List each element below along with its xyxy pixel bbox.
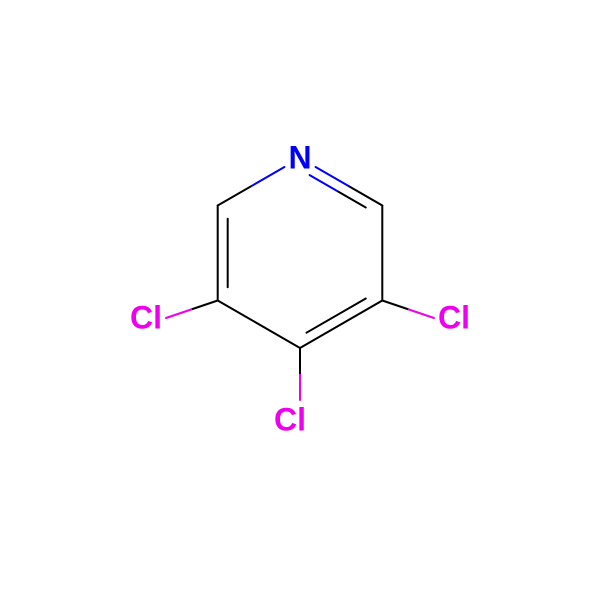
bond-line (316, 167, 383, 206)
bond-line (166, 301, 218, 319)
bond-line (218, 301, 300, 349)
bond-layer (0, 0, 600, 600)
molecule-canvas: NClClCl (0, 0, 600, 600)
bond-line (382, 301, 434, 319)
bond-line (300, 301, 382, 349)
bond-line (218, 167, 285, 206)
